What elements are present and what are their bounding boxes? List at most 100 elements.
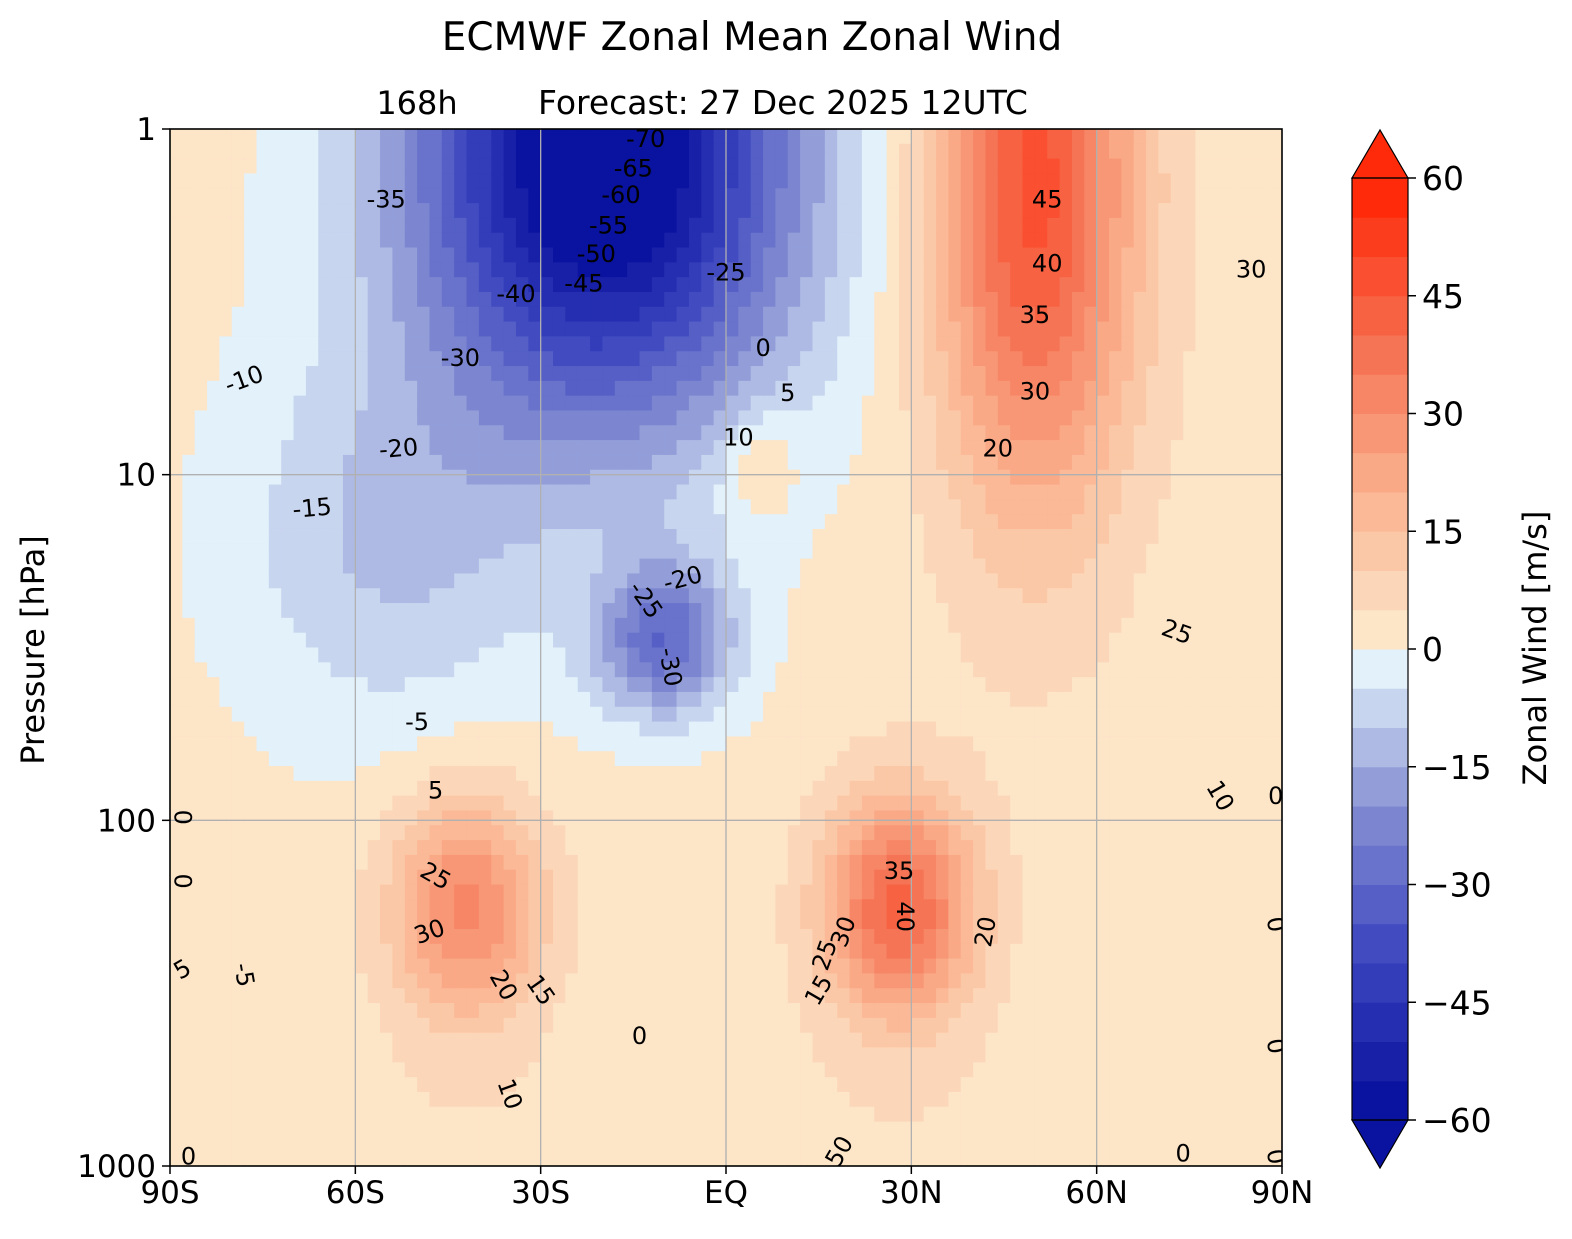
field-cell bbox=[355, 321, 369, 337]
field-cell bbox=[960, 973, 974, 989]
field-cell bbox=[973, 1091, 987, 1108]
field-cell bbox=[775, 854, 789, 871]
field-cell bbox=[763, 440, 777, 456]
field-cell bbox=[960, 469, 974, 486]
field-cell bbox=[244, 840, 258, 856]
field-cell bbox=[726, 306, 739, 323]
field-cell bbox=[256, 973, 270, 989]
field-cell bbox=[219, 914, 233, 930]
field-cell bbox=[553, 129, 566, 145]
field-cell bbox=[812, 1047, 826, 1063]
field-cell bbox=[577, 617, 591, 634]
field-cell bbox=[948, 573, 962, 589]
field-cell bbox=[1022, 203, 1036, 219]
field-cell bbox=[960, 588, 974, 604]
field-cell bbox=[528, 321, 542, 337]
field-cell bbox=[1010, 217, 1024, 234]
field-cell bbox=[417, 558, 431, 575]
field-cell bbox=[973, 825, 987, 841]
field-cell bbox=[219, 454, 233, 471]
field-cell bbox=[577, 1091, 591, 1108]
field-cell bbox=[540, 306, 554, 323]
field-cell bbox=[837, 884, 851, 900]
field-cell bbox=[330, 484, 344, 500]
field-cell bbox=[664, 351, 678, 367]
field-cell bbox=[750, 573, 764, 589]
field-cell bbox=[441, 1062, 455, 1078]
field-cell bbox=[738, 247, 752, 263]
field-cell bbox=[305, 899, 319, 915]
field-cell bbox=[590, 810, 604, 826]
field-cell bbox=[244, 943, 258, 960]
field-cell bbox=[170, 351, 183, 367]
field-cell bbox=[898, 914, 912, 930]
field-cell bbox=[985, 528, 999, 545]
field-cell bbox=[392, 647, 406, 663]
field-cell bbox=[639, 528, 653, 545]
field-cell bbox=[194, 277, 208, 293]
field-cell bbox=[911, 603, 925, 619]
field-cell bbox=[380, 262, 393, 278]
field-cell bbox=[256, 440, 270, 456]
field-cell bbox=[923, 543, 937, 560]
field-cell bbox=[898, 1106, 912, 1123]
field-cell bbox=[627, 899, 641, 915]
field-cell bbox=[417, 632, 431, 649]
field-cell bbox=[763, 143, 777, 160]
field-cell bbox=[553, 1106, 566, 1123]
field-cell bbox=[861, 1017, 875, 1034]
field-cell bbox=[602, 262, 616, 278]
field-cell bbox=[923, 499, 937, 515]
field-cell bbox=[824, 973, 838, 989]
field-cell bbox=[936, 988, 949, 1004]
field-cell bbox=[651, 143, 665, 160]
field-cell bbox=[342, 943, 356, 960]
field-cell bbox=[824, 158, 838, 175]
field-cell bbox=[923, 795, 937, 812]
field-cell bbox=[491, 143, 505, 160]
field-cell bbox=[750, 869, 764, 886]
field-cell bbox=[676, 143, 690, 160]
field-cell bbox=[293, 1106, 307, 1123]
field-cell bbox=[342, 143, 356, 160]
field-cell bbox=[466, 869, 480, 886]
field-cell bbox=[787, 632, 801, 649]
field-cell bbox=[775, 751, 789, 767]
field-cell bbox=[849, 425, 863, 441]
field-cell bbox=[985, 958, 999, 975]
field-cell bbox=[417, 514, 431, 530]
field-cell bbox=[664, 188, 678, 204]
field-cell bbox=[651, 1047, 665, 1063]
field-cell bbox=[577, 366, 591, 382]
field-cell bbox=[281, 469, 295, 486]
field-cell bbox=[515, 262, 529, 278]
field-cell bbox=[812, 1077, 826, 1093]
field-cell bbox=[936, 321, 949, 337]
field-cell bbox=[997, 217, 1011, 234]
field-cell bbox=[515, 558, 529, 575]
field-cell bbox=[305, 203, 319, 219]
field-cell bbox=[985, 217, 999, 234]
field-cell bbox=[281, 1047, 295, 1063]
field-cell bbox=[207, 410, 221, 426]
field-cell bbox=[466, 336, 480, 352]
field-cell bbox=[330, 129, 344, 145]
field-cell bbox=[775, 1151, 789, 1166]
field-cell bbox=[367, 1032, 381, 1049]
field-cell bbox=[997, 277, 1011, 293]
field-cell bbox=[985, 914, 999, 930]
field-cell bbox=[886, 691, 900, 708]
field-cell bbox=[923, 1077, 937, 1093]
field-cell bbox=[713, 751, 727, 767]
field-cell bbox=[1022, 158, 1036, 175]
field-cell bbox=[528, 662, 542, 678]
field-cell bbox=[874, 1017, 888, 1034]
field-cell bbox=[207, 277, 221, 293]
field-cell bbox=[750, 321, 764, 337]
field-cell bbox=[812, 736, 826, 752]
field-cell bbox=[207, 869, 221, 886]
field-cell bbox=[800, 543, 814, 560]
field-cell bbox=[590, 928, 604, 945]
field-cell bbox=[1010, 351, 1024, 367]
field-cell bbox=[466, 988, 480, 1004]
